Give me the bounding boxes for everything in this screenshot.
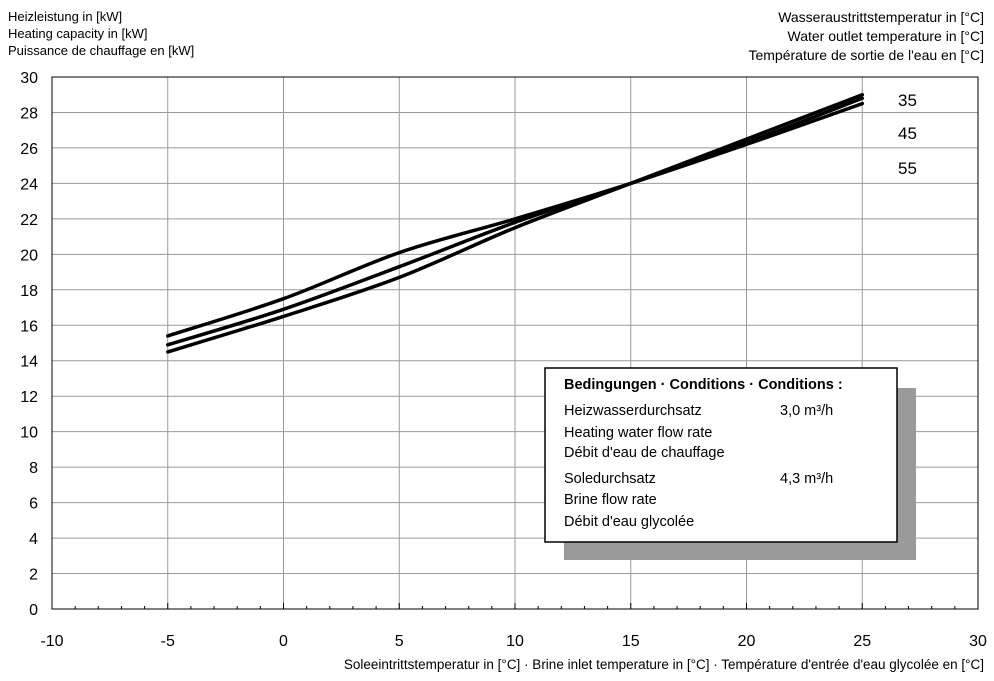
brine-line-3: Débit d'eau glycolée <box>564 514 694 530</box>
outlet-label-fr: Température de sortie de l'eau en [°C] <box>748 47 984 63</box>
series-line-35 <box>166 92 865 354</box>
outlet-label-en: Water outlet temperature in [°C] <box>787 28 985 44</box>
heating-water-value: 3,0 m³/h <box>780 403 833 419</box>
x-tick-label: 15 <box>622 633 640 650</box>
conditions-title: Bedingungen · Conditions · Conditions : <box>564 377 843 393</box>
y-tick-label: 16 <box>20 318 38 335</box>
y-tick-label: 22 <box>20 212 38 229</box>
heating-water-line-3: Débit d'eau de chauffage <box>564 445 725 461</box>
y-tick-label: 30 <box>20 70 38 87</box>
y-tick-label: 6 <box>29 496 38 513</box>
y-tick-label: 12 <box>20 389 38 406</box>
x-tick-label: -10 <box>40 633 63 650</box>
conditions-box: Bedingungen · Conditions · Conditions : … <box>544 367 916 560</box>
brine-line-2: Brine flow rate <box>564 492 657 508</box>
x-tick-label: 25 <box>853 633 871 650</box>
x-tick-label: 5 <box>395 633 404 650</box>
x-tick-label: 0 <box>279 633 288 650</box>
y-tick-label: 24 <box>20 176 38 193</box>
y-tick-label: 26 <box>20 141 38 158</box>
brine-line-1: Soledurchsatz <box>564 471 656 487</box>
series-label-45: 45 <box>898 124 917 143</box>
y-tick-label: 2 <box>29 567 38 584</box>
y-tick-label: 20 <box>20 247 38 264</box>
x-tick-label: 30 <box>969 633 987 650</box>
x-tick-label: 20 <box>738 633 756 650</box>
series-lines <box>166 92 865 354</box>
x-axis-label: Soleeintrittstemperatur in [°C] · Brine … <box>343 657 984 672</box>
y-axis-label: Heizleistung in [kW] Heating capacity in… <box>8 8 194 59</box>
heating-water-line-1: Heizwasserdurchsatz <box>564 403 702 419</box>
x-minor-ticks <box>51 603 979 609</box>
y-tick-label: 28 <box>20 105 38 122</box>
series-labels: 35 45 55 <box>898 91 917 178</box>
outlet-temperature-label: Wasseraustrittstemperatur in [°C] Water … <box>748 8 984 65</box>
y-tick-label: 4 <box>29 531 38 548</box>
heating-water-line-2: Heating water flow rate <box>564 425 712 441</box>
x-tick-labels: -10 -5 0 5 10 15 20 25 30 <box>40 633 987 650</box>
y-axis-label-en: Heating capacity in [kW] <box>8 26 148 41</box>
outlet-label-de: Wasseraustrittstemperatur in [°C] <box>778 9 984 25</box>
conditions-box-panel <box>544 367 898 543</box>
y-axis-label-fr: Puissance de chauffage en [kW] <box>8 43 195 58</box>
series-label-35: 35 <box>898 91 917 110</box>
y-tick-label: 18 <box>20 283 38 300</box>
y-axis-label-de: Heizleistung in [kW] <box>8 9 123 24</box>
y-tick-label: 14 <box>20 354 38 371</box>
series-label-55: 55 <box>898 159 917 178</box>
x-tick-label: -5 <box>161 633 175 650</box>
x-tick-label: 10 <box>506 633 524 650</box>
series-line-55 <box>166 101 865 338</box>
y-tick-label: 10 <box>20 425 38 442</box>
y-tick-label: 0 <box>29 602 38 619</box>
brine-value: 4,3 m³/h <box>780 471 833 487</box>
y-tick-label: 8 <box>29 460 38 477</box>
